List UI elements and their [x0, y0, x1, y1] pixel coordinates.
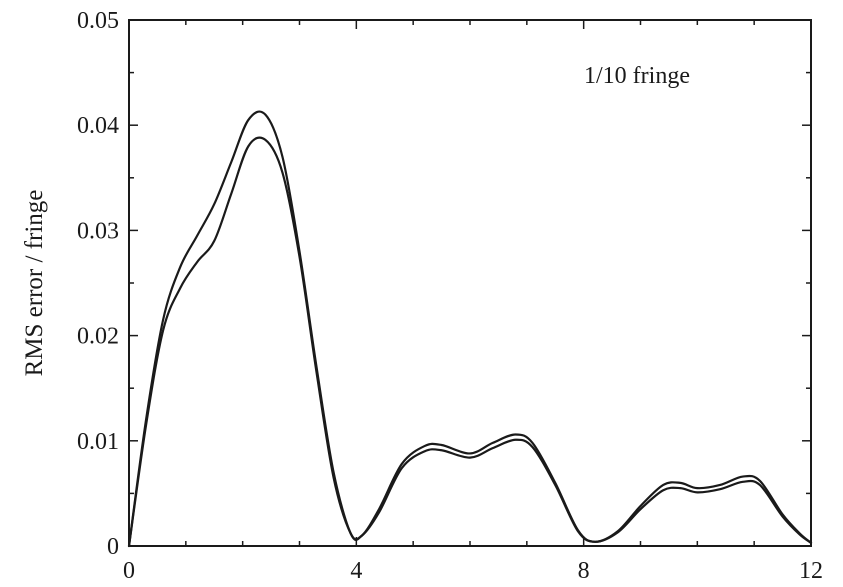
x-tick-label: 12	[799, 558, 823, 584]
series-line-1	[127, 110, 813, 548]
y-tick-label: 0.05	[77, 8, 119, 34]
x-tick-label: 0	[123, 558, 135, 584]
series-group	[127, 110, 813, 548]
y-tick-label: 0	[107, 534, 119, 560]
y-tick-label: 0.02	[77, 324, 119, 350]
plot-frame	[128, 19, 812, 547]
y-axis-label: RMS error / fringe	[21, 190, 48, 377]
y-tick-label: 0.03	[77, 218, 119, 244]
y-tick-label: 0.01	[77, 429, 119, 455]
series-line-2	[127, 136, 813, 548]
tick-labels: 0 4 8 12 0 0.01 0.02 0.03 0.04 0.05	[77, 8, 823, 584]
x-tick-label: 4	[350, 558, 362, 584]
y-tick-label: 0.04	[77, 113, 119, 139]
x-tick-label: 8	[578, 558, 590, 584]
annotation-label: 1/10 fringe	[584, 63, 690, 89]
axis-ticks	[128, 19, 812, 547]
